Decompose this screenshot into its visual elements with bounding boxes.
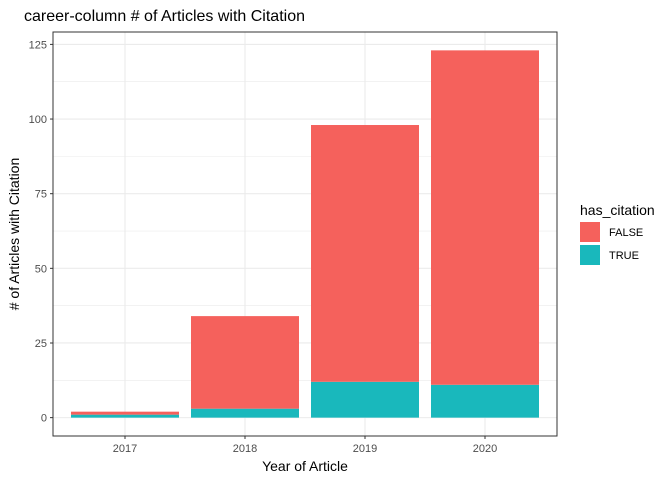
legend-label-false: FALSE: [609, 227, 643, 239]
y-tick-label: 50: [35, 263, 47, 275]
y-axis-title: # of Articles with Citation: [6, 158, 22, 311]
legend-title: has_citation: [580, 202, 655, 218]
bar-2020-true: [431, 384, 539, 418]
legend-key-true: [580, 245, 600, 265]
chart-title: career-column # of Articles with Citatio…: [24, 8, 305, 25]
bar-2018-false: [191, 316, 299, 409]
bar-2019-false: [311, 125, 419, 382]
bar-2018-true: [191, 408, 299, 418]
y-tick-label: 25: [35, 338, 47, 350]
legend: has_citation FALSE TRUE: [580, 202, 655, 265]
x-axis-title: Year of Article: [262, 458, 348, 474]
bar-2017-false: [71, 411, 179, 415]
legend-label-true: TRUE: [609, 250, 639, 262]
bar-2020-false: [431, 50, 539, 385]
x-tick-label: 2017: [113, 443, 137, 455]
y-axis: 0 25 50 75 100 125: [29, 39, 53, 425]
bar-2017-true: [71, 414, 179, 418]
x-tick-label: 2018: [233, 443, 257, 455]
x-axis: 2017 2018 2019 2020: [113, 436, 497, 455]
x-tick-label: 2019: [353, 443, 377, 455]
bar-2019-true: [311, 381, 419, 418]
x-tick-label: 2020: [473, 443, 497, 455]
y-tick-label: 125: [29, 39, 47, 51]
y-tick-label: 75: [35, 189, 47, 201]
y-tick-label: 100: [29, 114, 47, 126]
plot-border: [52, 31, 558, 437]
y-tick-label: 0: [41, 413, 47, 425]
legend-key-false: [580, 222, 600, 242]
bars: [71, 50, 539, 418]
